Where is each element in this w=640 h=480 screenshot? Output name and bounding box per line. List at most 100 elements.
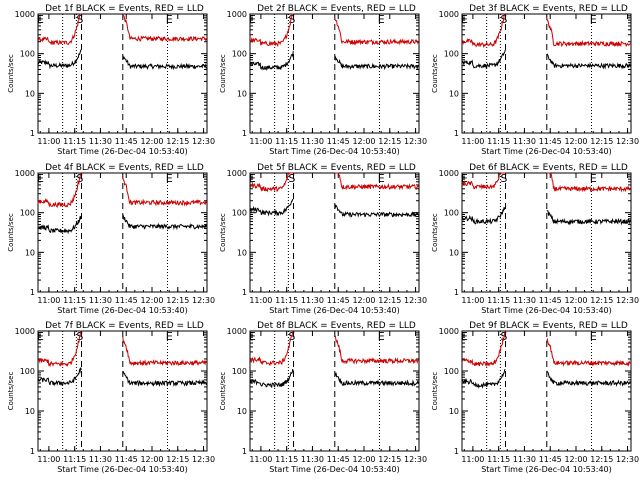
x-tick-label: 12:00 [352, 296, 375, 305]
x-tick-label: 12:15 [166, 455, 189, 464]
lld-series-segment-2 [122, 336, 207, 367]
lld-series-segment-1 [461, 172, 506, 190]
event-marker: S [288, 13, 295, 26]
x-tick-label: 11:45 [115, 455, 138, 464]
event-marker: E [378, 13, 385, 26]
y-axis-label: Counts/sec [219, 213, 227, 252]
x-tick-label: 11:00 [461, 455, 484, 464]
lld-series-segment-2 [122, 14, 207, 43]
y-tick-label: 10 [237, 407, 247, 416]
y-axis-label: Counts/sec [219, 372, 227, 411]
x-tick-label: 12:15 [590, 455, 613, 464]
lld-series-segment-1 [37, 330, 82, 368]
x-tick-label: 11:30 [301, 296, 324, 305]
x-tick-label: 12:30 [616, 296, 639, 305]
x-tick-label: 11:30 [513, 296, 536, 305]
x-tick-label: 11:00 [461, 296, 484, 305]
x-tick-label: 11:30 [89, 137, 112, 146]
x-axis-label: Start Time (26-Dec-04 10:53:40) [269, 306, 400, 315]
event-marker: S [500, 172, 507, 185]
events-series-segment-1 [37, 215, 82, 235]
y-tick-label: 10 [237, 248, 247, 257]
event-marker: S [288, 330, 295, 343]
x-tick-label: 12:00 [140, 455, 163, 464]
lld-series-segment-1 [38, 13, 82, 46]
y-tick-label: 1 [454, 129, 459, 138]
x-tick-label: 11:15 [63, 137, 86, 146]
x-tick-label: 11:45 [539, 455, 562, 464]
x-tick-label: 11:30 [89, 455, 112, 464]
panel-9: Det 9f BLACK = Events, RED = LLD 1 10 100 10… [431, 321, 639, 474]
y-tick-label: 100 [444, 209, 459, 218]
events-series-segment-1 [461, 368, 506, 389]
y-tick-label: 10 [449, 89, 459, 98]
y-tick-label: 100 [444, 367, 459, 376]
lld-series-segment-2 [546, 17, 631, 48]
x-tick-label: 11:45 [539, 296, 562, 305]
lld-series-segment-1 [249, 330, 294, 367]
y-axis-label: Counts/sec [7, 54, 15, 93]
y-tick-label: 100 [232, 209, 247, 218]
panel-title: Det 6f BLACK = Events, RED = LLD [469, 163, 628, 173]
y-tick-label: 1000 [227, 169, 247, 178]
x-tick-label: 11:15 [487, 137, 510, 146]
x-tick-label: 11:45 [539, 137, 562, 146]
x-tick-label: 11:45 [115, 137, 138, 146]
events-series-segment-2 [122, 371, 207, 387]
events-series-segment-2 [546, 53, 631, 70]
event-marker: E [166, 330, 173, 343]
events-series-segment-2 [546, 370, 631, 387]
event-marker: E [378, 172, 385, 185]
event-marker: E [37, 330, 44, 343]
y-tick-label: 10 [25, 89, 35, 98]
x-tick-label: 12:15 [378, 137, 401, 146]
event-marker: E [37, 13, 44, 26]
panel-1: Det 1f BLACK = Events, RED = LLD 1 10 100 10… [7, 4, 215, 156]
y-tick-label: 1000 [15, 169, 35, 178]
x-tick-label: 12:15 [590, 137, 613, 146]
panel-title: Det 1f BLACK = Events, RED = LLD [45, 4, 204, 14]
lld-series-segment-2 [122, 176, 207, 207]
lld-series-segment-2 [334, 335, 419, 365]
event-marker: E [166, 172, 173, 185]
x-tick-label: 12:30 [616, 137, 639, 146]
lld-series-segment-2 [546, 172, 631, 193]
events-series-segment-1 [37, 49, 82, 70]
x-tick-label: 12:30 [404, 296, 427, 305]
x-tick-label: 11:15 [63, 296, 86, 305]
events-series-segment-2 [334, 56, 419, 71]
x-tick-label: 12:00 [564, 455, 587, 464]
panel-8: Det 8f BLACK = Events, RED = LLD 1 10 100 10… [219, 321, 427, 474]
panel-title: Det 9f BLACK = Events, RED = LLD [469, 321, 628, 331]
event-marker: S [76, 13, 83, 26]
x-axis-label: Start Time (26-Dec-04 10:53:40) [481, 306, 612, 315]
y-axis-label: Counts/sec [7, 372, 15, 411]
panel-6: Det 6f BLACK = Events, RED = LLD 1 10 100 10… [431, 163, 639, 315]
x-tick-label: 12:30 [404, 137, 427, 146]
y-tick-label: 1000 [439, 327, 459, 336]
y-axis-label: Counts/sec [219, 54, 227, 93]
x-tick-label: 11:00 [249, 455, 272, 464]
panel-title: Det 2f BLACK = Events, RED = LLD [257, 4, 416, 14]
y-tick-label: 1000 [227, 10, 247, 19]
lld-series-segment-1 [461, 13, 506, 48]
panel-5: Det 5f BLACK = Events, RED = LLD 1 10 100 10… [219, 163, 427, 315]
y-tick-label: 1 [30, 288, 35, 297]
lld-series-segment-2 [334, 18, 419, 46]
y-tick-label: 1000 [439, 169, 459, 178]
y-tick-label: 1000 [439, 10, 459, 19]
y-tick-label: 10 [449, 248, 459, 257]
x-tick-label: 11:00 [37, 137, 60, 146]
event-marker: E [461, 172, 468, 185]
panel-3: Det 3f BLACK = Events, RED = LLD 1 10 100 10… [431, 4, 639, 156]
panel-title: Det 8f BLACK = Events, RED = LLD [257, 321, 416, 331]
panel-title: Det 7f BLACK = Events, RED = LLD [45, 321, 204, 331]
y-tick-label: 10 [237, 89, 247, 98]
y-axis-label: Counts/sec [7, 213, 15, 252]
x-tick-label: 11:45 [327, 137, 350, 146]
event-marker: E [590, 172, 597, 185]
events-series-segment-2 [122, 55, 207, 71]
lld-series-segment-2 [334, 172, 419, 191]
x-tick-label: 11:00 [249, 296, 272, 305]
